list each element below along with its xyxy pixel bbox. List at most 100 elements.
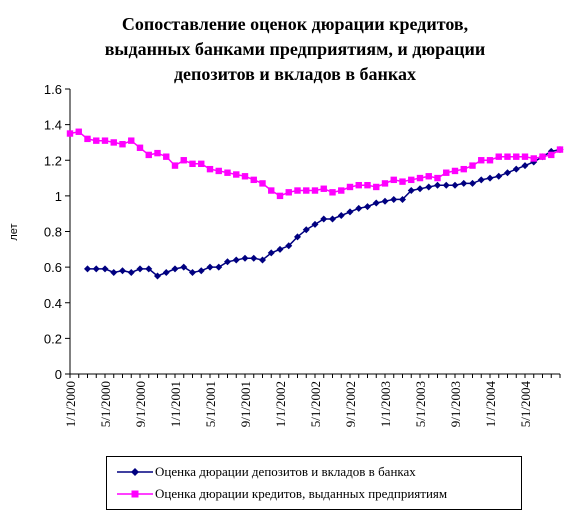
data-point (154, 149, 161, 157)
legend: Оценка дюрации депозитов и вкладов в бан… (106, 456, 522, 510)
data-point (460, 179, 468, 187)
data-point (136, 144, 144, 151)
data-point (451, 167, 459, 175)
data-point (355, 204, 363, 212)
data-point (513, 153, 520, 160)
series-line-0 (87, 148, 561, 277)
data-point (119, 267, 126, 275)
x-tick-label: 1/1/2004 (483, 381, 498, 428)
series-line-1 (69, 130, 561, 197)
x-tick-label: 5/1/2003 (413, 381, 428, 427)
data-point (355, 181, 362, 189)
data-point (285, 189, 292, 196)
y-tick-label: 0.6 (44, 260, 62, 275)
data-point (250, 176, 257, 184)
axes: 0 0.2 0.4 0.6 0.8 1 1.2 1.4 1.6 1/1/2000 5/1/2000 9… (44, 82, 561, 428)
data-point (416, 185, 424, 193)
data-point (364, 203, 371, 211)
data-point (539, 153, 546, 160)
data-point (320, 215, 328, 223)
data-point (127, 268, 135, 276)
data-point (495, 153, 502, 160)
data-point (259, 180, 266, 187)
data-point (478, 157, 485, 164)
x-tick-label: 5/1/2000 (98, 381, 113, 427)
data-point (407, 187, 415, 195)
data-point (302, 226, 310, 234)
data-point (268, 187, 275, 194)
x-tick-label: 5/1/2004 (518, 381, 533, 428)
data-point (390, 176, 397, 184)
data-point (337, 211, 345, 219)
y-tick-label: 1.6 (44, 82, 62, 97)
data-point (136, 265, 144, 273)
data-point (504, 169, 511, 177)
data-point (477, 176, 485, 184)
data-point (206, 165, 214, 173)
x-tick-label: 5/1/2002 (308, 381, 323, 427)
data-point (381, 197, 389, 205)
data-point (390, 195, 398, 203)
data-point (434, 181, 441, 189)
data-point (250, 254, 258, 262)
data-point (311, 187, 319, 194)
chart-title-line-3: депозитов и вкладов в банках (173, 64, 417, 84)
legend-marker-loans (117, 490, 153, 498)
y-tick-label: 0.2 (44, 331, 62, 346)
data-point (180, 263, 188, 271)
data-point (381, 180, 389, 187)
data-point (346, 183, 354, 191)
legend-marker-deposits (117, 468, 153, 476)
data-point (189, 268, 196, 276)
y-tick-label: 1.4 (44, 118, 62, 133)
data-point (425, 183, 433, 191)
data-point (311, 220, 319, 228)
data-point (372, 199, 380, 207)
data-point (145, 265, 153, 273)
x-tick-label: 5/1/2001 (203, 381, 218, 427)
data-point (399, 195, 406, 203)
chart-title: Сопоставление оценок дюрации кредитов, в… (60, 12, 530, 87)
x-tick-label: 9/1/2003 (448, 381, 463, 427)
data-point (119, 141, 126, 148)
data-point (110, 139, 117, 146)
data-point (259, 256, 266, 264)
data-point (469, 179, 476, 187)
data-point (460, 165, 467, 173)
data-point (66, 130, 74, 137)
data-point (329, 189, 336, 196)
data-point (486, 174, 494, 182)
data-point (232, 256, 240, 264)
data-point (128, 137, 135, 144)
data-point (425, 173, 432, 180)
data-point (320, 185, 327, 192)
data-point (162, 268, 170, 276)
data-point (303, 187, 310, 194)
data-point (364, 181, 371, 189)
data-point (171, 162, 179, 169)
data-point (101, 265, 109, 273)
data-point (276, 192, 284, 200)
data-point (469, 162, 476, 169)
data-point (197, 267, 205, 275)
data-point (530, 155, 537, 162)
data-point (215, 263, 223, 271)
data-point (101, 137, 109, 144)
data-point (443, 169, 450, 176)
data-point (399, 178, 406, 185)
data-point (224, 169, 231, 176)
data-point (84, 265, 91, 273)
legend-label-loans: Оценка дюрации кредитов, выданных предпр… (155, 486, 448, 501)
data-point (338, 187, 345, 194)
data-point (504, 153, 511, 160)
series-layer (66, 128, 564, 280)
data-point (416, 174, 424, 182)
data-point (267, 249, 275, 257)
chart-title-line-1: Сопоставление оценок дюрации кредитов, (121, 14, 469, 34)
y-axis-label: лет (8, 223, 20, 240)
data-point (224, 258, 231, 266)
data-point (276, 245, 284, 253)
data-point (548, 151, 555, 159)
data-point (198, 160, 205, 168)
